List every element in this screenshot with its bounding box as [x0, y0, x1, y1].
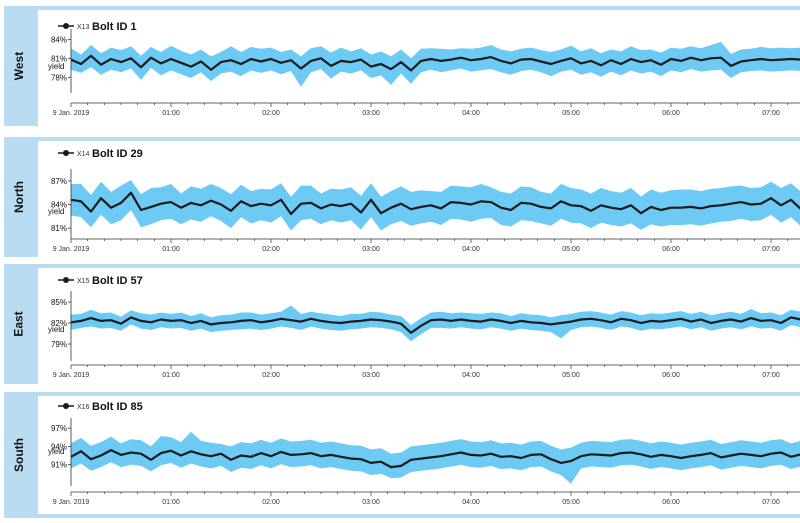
x-tick-label: 02:00: [262, 110, 280, 117]
x-tick-label: 06:00: [662, 110, 680, 117]
x-tick-label: 04:00: [462, 246, 480, 253]
region-label-text: South: [12, 438, 26, 472]
y-tick-label: 84%: [51, 201, 67, 210]
x-tick-label: 01:00: [162, 499, 180, 506]
chart-svg: X14 Bolt ID 29 yield 87% 84% 81% 9 Jan. 201…: [48, 148, 800, 253]
y-tick-label: 79%: [51, 340, 67, 349]
legend[interactable]: X14: [58, 150, 90, 158]
legend-marker: [63, 277, 69, 283]
x-tick-label: 02:00: [262, 246, 280, 253]
legend[interactable]: X13: [58, 23, 90, 31]
x-tick-label: 9 Jan. 2019: [53, 499, 90, 506]
confidence-band: [71, 305, 800, 342]
y-tick-label: 81%: [51, 54, 67, 63]
legend-label: X13: [77, 24, 90, 31]
y-axis-label: yield: [48, 447, 64, 456]
region-label: South: [8, 392, 30, 518]
x-tick-label: 9 Jan. 2019: [53, 110, 90, 117]
row-east: East X15 Bolt ID 57 yield 85% 82% 79% 9 Jan…: [4, 264, 800, 384]
x-tick-label: 03:00: [362, 372, 380, 379]
x-tick-label: 07:00: [762, 372, 780, 379]
row-north: North X14 Bolt ID 29 yield 87% 84% 81% 9 Ja…: [4, 137, 800, 257]
y-axis-label: yield: [48, 62, 64, 71]
x-tick-label: 06:00: [662, 372, 680, 379]
chart-svg: X13 Bolt ID 1 yield 84% 81% 78% 9 Jan. 2019…: [48, 21, 800, 117]
region-label-text: North: [12, 181, 26, 213]
x-tick-label: 05:00: [562, 110, 580, 117]
legend-marker: [63, 403, 69, 409]
x-tick-label: 01:00: [162, 372, 180, 379]
x-tick-label: 01:00: [162, 246, 180, 253]
y-tick-label: 82%: [51, 319, 67, 328]
chart-title: Bolt ID 57: [92, 275, 143, 287]
legend-label: X14: [77, 151, 90, 158]
legend-marker: [63, 23, 69, 29]
x-tick-label: 04:00: [462, 499, 480, 506]
chart-svg: X15 Bolt ID 57 yield 85% 82% 79% 9 Jan. 201…: [48, 275, 800, 379]
x-tick-label: 03:00: [362, 499, 380, 506]
mean-line[interactable]: [70, 54, 800, 72]
x-tick-label: 07:00: [762, 110, 780, 117]
chart-panel: X13 Bolt ID 1 yield 84% 81% 78% 9 Jan. 2019…: [38, 10, 800, 126]
chart-title: Bolt ID 29: [92, 148, 143, 160]
region-label-text: East: [12, 311, 27, 337]
x-tick-label: 05:00: [562, 372, 580, 379]
x-tick-label: 05:00: [562, 499, 580, 506]
legend-label: X15: [77, 278, 90, 285]
chart-panel: X14 Bolt ID 29 yield 87% 84% 81% 9 Jan. 201…: [38, 141, 800, 257]
x-tick-label: 07:00: [762, 246, 780, 253]
legend[interactable]: X16: [58, 403, 90, 411]
confidence-band: [71, 180, 800, 231]
x-tick-label: 9 Jan. 2019: [53, 372, 90, 379]
chart-title: Bolt ID 1: [92, 21, 137, 33]
y-axis-label: yield: [48, 207, 64, 216]
x-tick-label: 04:00: [462, 372, 480, 379]
region-label: East: [8, 264, 30, 384]
mean-line[interactable]: [70, 449, 800, 469]
region-label: West: [8, 6, 30, 126]
mean-line[interactable]: [70, 316, 800, 334]
region-label-text: West: [12, 51, 27, 81]
mean-line[interactable]: [70, 191, 800, 216]
region-label: North: [8, 137, 30, 257]
y-tick-label: 78%: [51, 73, 67, 82]
row-south: South X16 Bolt ID 85 yield 97% 94% 91% 9 Ja…: [4, 392, 800, 518]
x-tick-label: 02:00: [262, 372, 280, 379]
y-tick-label: 94%: [51, 442, 67, 451]
x-tick-label: 9 Jan. 2019: [53, 246, 90, 253]
x-tick-label: 02:00: [262, 499, 280, 506]
chart-title: Bolt ID 85: [92, 401, 143, 413]
y-tick-label: 85%: [51, 298, 67, 307]
legend[interactable]: X15: [58, 277, 90, 285]
chart-panel: X16 Bolt ID 85 yield 97% 94% 91% 9 Jan. 201…: [38, 396, 800, 514]
y-tick-label: 81%: [51, 224, 67, 233]
x-tick-label: 03:00: [362, 246, 380, 253]
x-tick-label: 03:00: [362, 110, 380, 117]
row-west: West X13 Bolt ID 1 yield 84% 81% 78% 9 Jan.…: [4, 6, 800, 126]
y-tick-label: 84%: [51, 35, 67, 44]
y-tick-label: 97%: [51, 424, 67, 433]
legend-marker: [63, 150, 69, 156]
y-tick-label: 91%: [51, 461, 67, 470]
legend-label: X16: [77, 404, 90, 411]
chart-panel: X15 Bolt ID 57 yield 85% 82% 79% 9 Jan. 201…: [38, 268, 800, 384]
x-tick-label: 06:00: [662, 246, 680, 253]
x-tick-label: 06:00: [662, 499, 680, 506]
y-axis-label: yield: [48, 325, 64, 334]
x-tick-label: 05:00: [562, 246, 580, 253]
x-tick-label: 04:00: [462, 110, 480, 117]
x-tick-label: 07:00: [762, 499, 780, 506]
confidence-band: [71, 41, 800, 87]
y-tick-label: 87%: [51, 177, 67, 186]
chart-svg: X16 Bolt ID 85 yield 97% 94% 91% 9 Jan. 201…: [48, 401, 800, 506]
x-tick-label: 01:00: [162, 110, 180, 117]
